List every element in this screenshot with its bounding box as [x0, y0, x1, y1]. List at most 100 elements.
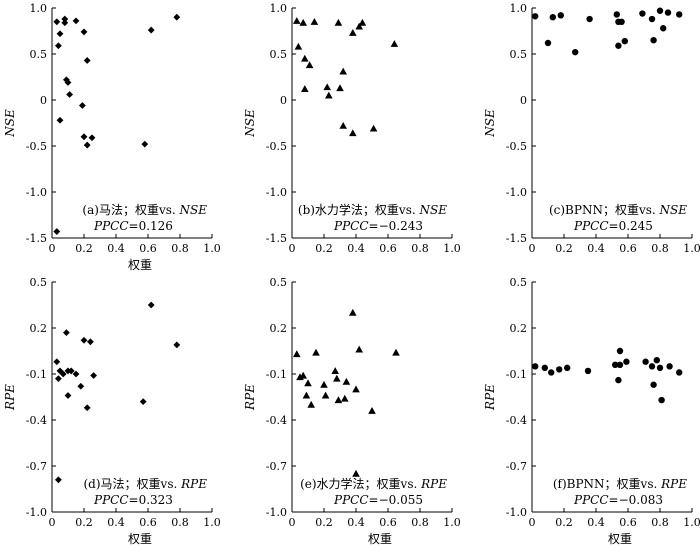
x-tick-label: 0.2	[315, 242, 333, 255]
y-tick-label: 0.5	[30, 48, 48, 61]
data-point	[648, 15, 656, 23]
x-tick-label: 1.0	[443, 242, 461, 255]
data-point	[355, 22, 363, 30]
ppcc-annotation: PPCC=0.126	[93, 219, 173, 233]
data-point	[556, 366, 563, 373]
y-tick-label: -1.0	[506, 186, 527, 199]
ppcc-label: PPCC	[93, 493, 129, 507]
panel-f: -1.0 -0.7 -0.4 -0.1 0.2 0.5 0 0.2 0.4 0.6 0.8 1.0 RP…	[483, 276, 700, 546]
y-axis-title: RPE	[243, 384, 257, 411]
x-tick-label: 0.8	[171, 242, 189, 255]
data-point	[656, 7, 664, 14]
data-point	[557, 12, 564, 19]
annotation-metric: NSE	[179, 203, 208, 217]
data-point	[339, 121, 347, 129]
y-tick-label: 0	[520, 94, 527, 107]
data-point	[56, 30, 64, 38]
x-tick-label: 0.4	[347, 516, 365, 529]
y-tick-label: 0.5	[510, 48, 528, 61]
data-point	[80, 133, 88, 141]
data-point	[66, 91, 73, 98]
data-point	[612, 361, 619, 368]
y-tick-label: 0.2	[270, 322, 288, 335]
ppcc-annotation: PPCC=−0.083	[573, 493, 663, 507]
data-point	[618, 18, 625, 25]
y-tick-label: -0.1	[506, 368, 527, 381]
y-tick-label: 0.5	[30, 276, 48, 289]
x-tick-label: 0.2	[75, 516, 93, 529]
annotation-prefix: (c)BPNN；权重vs.	[549, 203, 660, 217]
x-tick-label: 0.8	[411, 516, 429, 529]
data-point	[139, 398, 147, 405]
data-point	[293, 17, 301, 24]
data-point	[616, 361, 624, 368]
data-point	[331, 367, 339, 374]
data-point	[549, 14, 556, 21]
annotation-metric: NSE	[419, 203, 448, 217]
x-tick-label: 0.6	[619, 242, 637, 255]
data-point	[541, 364, 548, 372]
y-tick-label: -0.7	[26, 460, 47, 473]
data-point	[355, 345, 363, 353]
data-point	[53, 18, 61, 26]
data-point	[613, 11, 620, 18]
y-axis-title: NSE	[3, 109, 17, 138]
x-tick-label: 0.2	[555, 242, 573, 255]
data-point	[83, 404, 91, 412]
x-tick-label: 0.2	[555, 516, 573, 529]
data-point	[358, 18, 367, 26]
y-tick-label: -1.0	[26, 186, 47, 199]
x-tick-label: 0.6	[139, 242, 157, 255]
data-point	[548, 369, 555, 376]
y-tick-label: -0.5	[266, 140, 287, 153]
data-point	[666, 363, 673, 370]
data-point	[321, 391, 330, 399]
x-axis-title: 权重	[128, 258, 152, 272]
data-point	[55, 42, 62, 50]
data-point	[173, 13, 181, 21]
data-point	[320, 380, 328, 388]
annotation-metric: RPE	[180, 477, 207, 491]
data-point	[305, 61, 314, 69]
y-tick-label: -1.0	[506, 506, 527, 519]
x-tick-label: 1.0	[683, 516, 700, 529]
data-point	[660, 25, 667, 32]
x-axis-title: 权重	[608, 532, 632, 546]
y-tick-label: -1.0	[266, 506, 287, 519]
data-point	[572, 48, 579, 56]
data-point	[648, 363, 656, 370]
ppcc-annotation: PPCC=0.323	[93, 493, 173, 507]
data-point	[323, 83, 331, 91]
data-point	[615, 42, 622, 49]
y-tick-label: 0	[280, 94, 287, 107]
data-point	[55, 375, 62, 382]
data-point	[83, 141, 91, 149]
y-tick-label: 0.5	[270, 48, 288, 61]
data-point	[147, 26, 155, 34]
data-point	[642, 358, 649, 365]
annotation-prefix: (b)水力学法；权重vs.	[298, 202, 420, 217]
x-tick-label: 1.0	[203, 516, 221, 529]
data-point	[339, 67, 347, 75]
y-tick-label: 1.0	[30, 2, 48, 15]
data-point	[564, 364, 571, 372]
data-point	[532, 13, 539, 20]
x-tick-label: 0.6	[619, 516, 637, 529]
data-point	[83, 57, 91, 64]
ppcc-value: =0.126	[129, 219, 173, 233]
panel-annotation: (f)BPNN；权重vs. RPE	[553, 477, 687, 491]
data-point	[61, 19, 69, 27]
annotation-prefix: (e)水力学法；权重vs.	[300, 476, 421, 491]
data-point	[72, 17, 80, 25]
data-point	[173, 341, 181, 349]
data-point	[390, 40, 399, 47]
data-point	[299, 18, 307, 26]
ppcc-value: =0.323	[129, 493, 173, 507]
data-point	[294, 42, 303, 50]
y-tick-label: -0.5	[26, 140, 47, 153]
data-point	[80, 336, 88, 344]
data-point	[616, 347, 624, 355]
x-axis-title: 权重	[128, 532, 152, 546]
data-point	[349, 29, 357, 36]
